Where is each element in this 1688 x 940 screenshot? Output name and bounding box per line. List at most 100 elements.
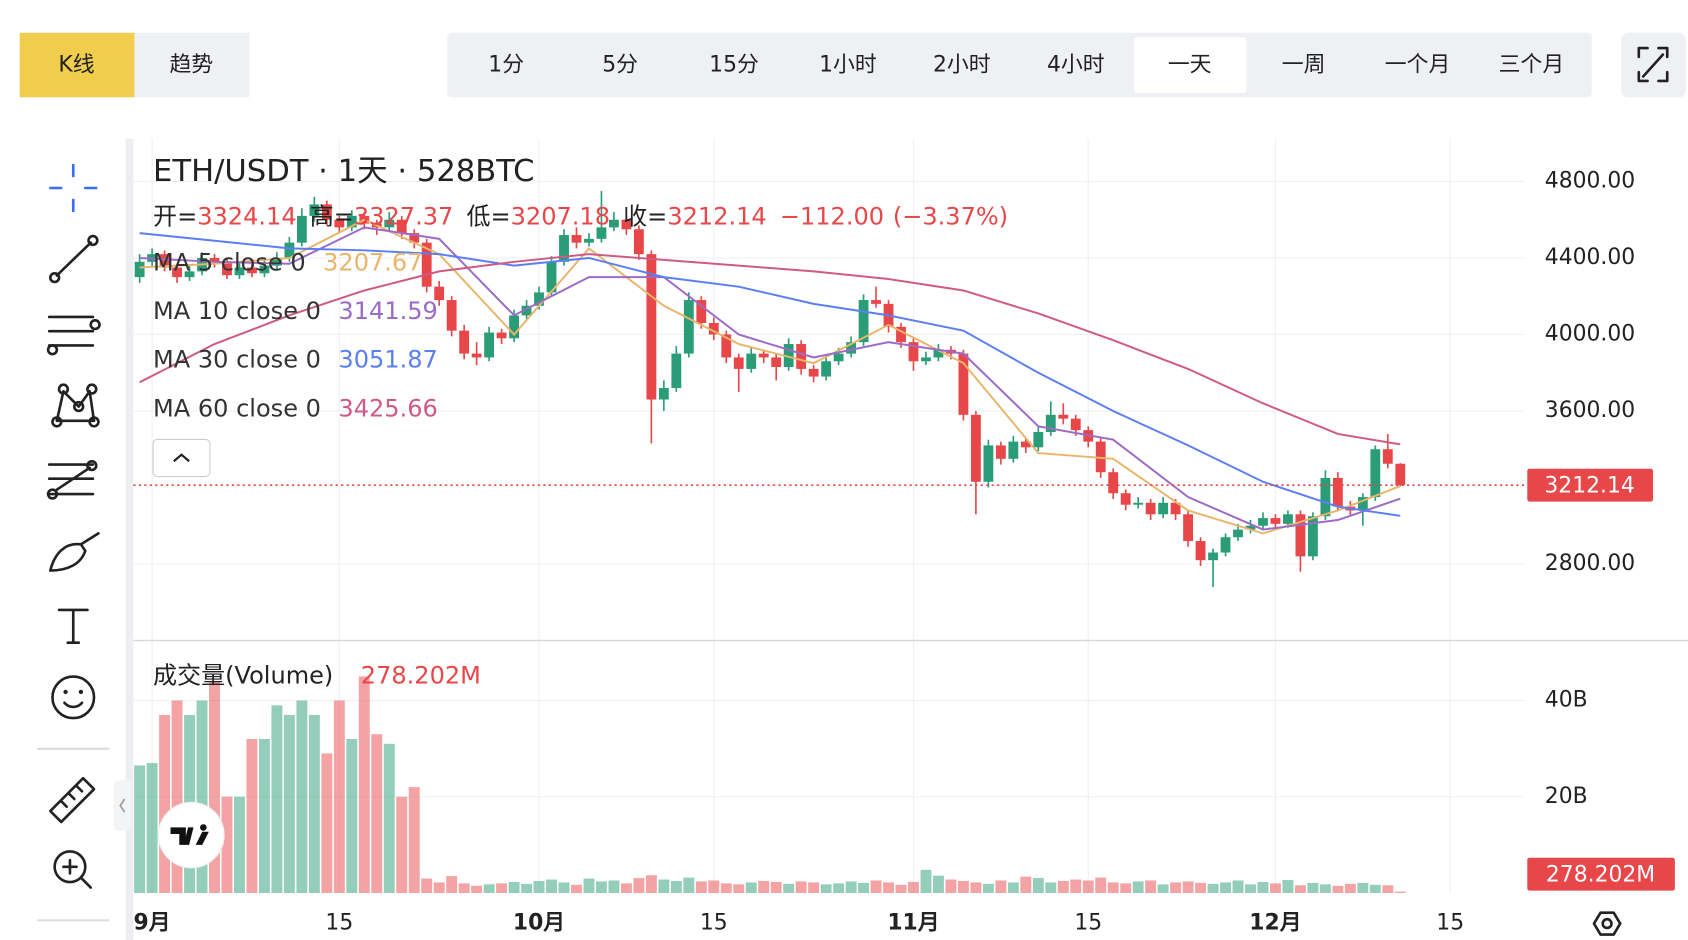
chart-tab[interactable] [19,32,135,98]
candle-body [1220,537,1231,553]
volume-bar [1057,880,1069,893]
x-tick-label: 15 [325,911,353,936]
candle-body [1045,414,1056,433]
candle-body [758,353,769,358]
ma-value: 3051.87 [338,346,437,374]
ma-name: MA 5 close 0 [153,248,306,276]
collapse-toolbar[interactable] [113,780,132,831]
candle-body [733,357,744,369]
candle-body [1020,441,1031,448]
candle-body [921,357,931,362]
volume-bar [1294,885,1306,893]
y-tick-label: 4800.00 [1545,168,1635,193]
volume-bar [970,882,982,893]
volume-bar [346,739,358,893]
volume-bar [458,883,470,893]
interval-option[interactable]: 1分 [488,53,524,78]
interval-option[interactable]: 一周 [1282,53,1326,78]
ma-value: 3207.67 [323,248,422,276]
emoji-tool[interactable] [51,675,96,720]
volume-title: 成交量(Volume) [153,662,333,690]
volume-bar [1282,880,1294,893]
volume-bar [670,880,682,893]
interval-option[interactable]: 5分 [602,53,638,78]
candle-body [1145,502,1156,515]
interval-option[interactable]: 一个月 [1385,53,1451,78]
candle-body [1295,514,1306,557]
trend-line-tool[interactable] [48,234,99,284]
legend-collapse-button[interactable] [152,438,211,478]
interval-selected[interactable] [1133,37,1247,93]
chart-tab[interactable] [134,32,250,98]
candle-body [708,323,719,335]
interval-option[interactable]: 一天 [1168,53,1212,78]
candle-body [771,357,782,367]
candle-body [1357,497,1368,511]
candle-body [346,215,357,228]
pattern-tool[interactable] [51,383,100,428]
volume-bar [1045,882,1057,893]
volume-bar [371,734,383,893]
settings-icon[interactable] [1592,911,1622,936]
volume-bar [982,883,994,893]
volume-bar [1369,884,1381,893]
volume-bar [571,884,582,893]
zoom-tool[interactable] [53,850,93,889]
y-tick-label: 20B [1545,784,1588,809]
ma-legend-row: MA 5 close 0 3207.67 [153,248,422,276]
candle-body [446,300,457,331]
candle-body [296,215,307,243]
fib-tool[interactable] [46,315,101,356]
volume-badge-label: 278.202M [1546,862,1655,887]
candle-body [871,300,881,304]
text-tool[interactable] [57,608,89,645]
interval-option[interactable]: 三个月 [1499,53,1565,78]
volume-bar [383,743,395,893]
volume-bar [645,875,657,893]
volume-bar [408,787,420,893]
volume-bar [1007,882,1019,893]
volume-bar [321,753,333,893]
ma-name: MA 60 close 0 [153,394,321,422]
brush-tool[interactable] [48,532,100,572]
ohlc-value: 3327.37 [354,203,453,231]
y-tick-label: 2800.00 [1545,551,1635,576]
interval-option[interactable]: 15分 [709,53,759,78]
volume-bar [446,876,458,893]
volume-value: 278.202M [361,662,481,690]
candle-body [646,254,657,400]
y-tick-label: 4000.00 [1545,321,1635,346]
interval-option[interactable]: 4小时 [1047,53,1105,78]
ma-legend-row: MA 30 close 0 3051.87 [153,346,438,374]
candle-body [409,233,420,243]
candle-body [509,315,519,339]
x-tick-label: 9月 [134,911,171,936]
y-tick-label: 3600.00 [1545,398,1635,423]
volume-bar [995,880,1007,893]
candle-body [459,330,470,354]
ma-legend-row: MA 60 close 0 3425.66 [153,394,438,422]
volume-bar [795,881,807,893]
interval-option[interactable]: 1小时 [819,53,877,78]
candle-body [1370,449,1381,498]
candle-body [209,257,220,262]
volume-bar [1145,880,1157,893]
crosshair-tool[interactable] [49,163,98,213]
candle-body [1033,432,1044,448]
candle-body [983,445,994,482]
volume-bar [833,883,845,893]
ruler-tool[interactable] [48,776,96,824]
volume-bar [1132,881,1144,893]
volume-bar [333,700,345,893]
drawing-tools [37,163,132,922]
forecast-tool[interactable] [46,459,98,500]
volume-bar [496,883,508,893]
price-badge [1527,468,1654,502]
ohlc-value: 3324.14 [197,203,296,231]
ohlc-label: 开= [153,203,197,231]
volume-bar [858,882,870,893]
interval-option[interactable]: 2小时 [933,53,991,78]
candle-body [1183,514,1194,542]
plot-area: 9月 15 10月 15 11月 15 12月 15 2800.00 3600.00 4000.00… [133,138,1688,936]
